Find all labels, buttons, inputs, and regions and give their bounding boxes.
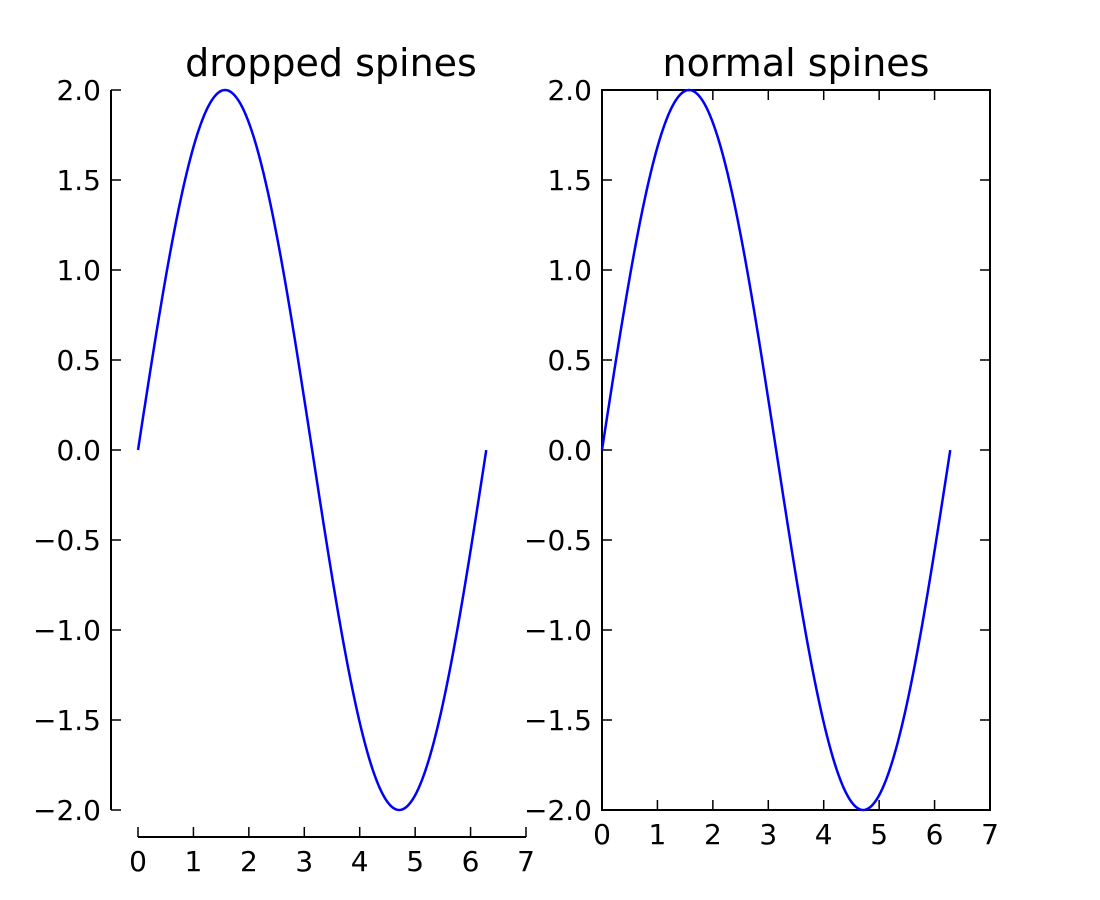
y-tick-label: 1.0 (547, 254, 592, 287)
y-tick-label: 0.0 (56, 434, 101, 467)
x-tick-label: 0 (129, 845, 147, 878)
y-tick-label: −1.0 (524, 614, 592, 647)
x-tick-label: 3 (759, 818, 777, 851)
x-tick-label: 7 (981, 818, 999, 851)
x-tick-label: 3 (295, 845, 313, 878)
y-tick-label: 2.0 (56, 74, 101, 107)
chart-title: normal spines (663, 41, 930, 85)
y-tick-label: 0.5 (56, 344, 101, 377)
x-tick-label: 0 (593, 818, 611, 851)
chart-title: dropped spines (185, 41, 477, 85)
x-tick-label: 4 (815, 818, 833, 851)
y-tick-label: −2.0 (524, 794, 592, 827)
x-tick-label: 5 (406, 845, 424, 878)
x-tick-label: 2 (704, 818, 722, 851)
x-tick-label: 5 (870, 818, 888, 851)
y-tick-label: −1.5 (33, 704, 101, 737)
x-tick-label: 4 (351, 845, 369, 878)
axes-frame (601, 89, 991, 811)
y-tick-label: −1.5 (524, 704, 592, 737)
y-tick-label: −1.0 (33, 614, 101, 647)
y-tick-label: 2.0 (547, 74, 592, 107)
y-tick-label: 1.5 (547, 164, 592, 197)
y-tick-label: −0.5 (33, 524, 101, 557)
x-tick-label: 2 (240, 845, 258, 878)
y-tick-label: −0.5 (524, 524, 592, 557)
x-tick-label: 6 (926, 818, 944, 851)
normal-spines-chart: normal spines −2.0 −1.5 −1.0 −0.5 0.0 0.5 1.0 1… (524, 41, 999, 851)
sine-series-line (600, 88, 952, 812)
y-tick-label: 1.5 (56, 164, 101, 197)
y-tick-label: −2.0 (33, 794, 101, 827)
y-tick-label: 0.5 (547, 344, 592, 377)
x-tick-label: 6 (462, 845, 480, 878)
sine-series-line (136, 88, 488, 812)
x-tick-label: 1 (649, 818, 667, 851)
dropped-spines-chart: dropped spines −2.0 −1.5 −1.0 −0.5 0.0 0.5 1.0… (33, 41, 535, 878)
y-tick-label: 1.0 (56, 254, 101, 287)
x-tick-label: 7 (517, 845, 535, 878)
x-tick-label: 1 (185, 845, 203, 878)
y-tick-label: 0.0 (547, 434, 592, 467)
